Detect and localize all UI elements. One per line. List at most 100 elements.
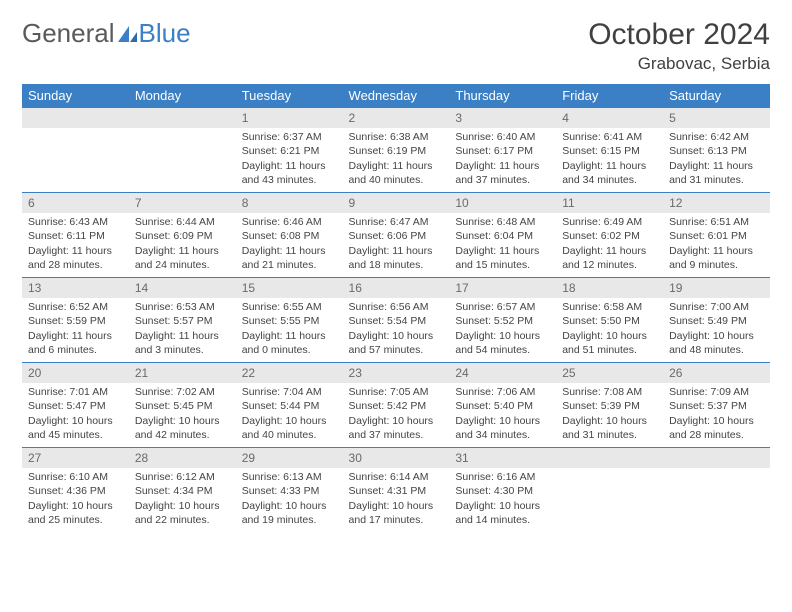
calendar-row: 1Sunrise: 6:37 AMSunset: 6:21 PMDaylight… bbox=[22, 107, 770, 192]
day-body-empty bbox=[22, 128, 129, 188]
day-number: 25 bbox=[556, 362, 663, 383]
day-body: Sunrise: 7:06 AMSunset: 5:40 PMDaylight:… bbox=[449, 383, 556, 446]
day-body-empty bbox=[129, 128, 236, 188]
sunset-line: Sunset: 5:52 PM bbox=[455, 314, 550, 328]
calendar-table: Sunday Monday Tuesday Wednesday Thursday… bbox=[22, 84, 770, 532]
sunset-line: Sunset: 5:44 PM bbox=[242, 399, 337, 413]
sunrise-line: Sunrise: 6:51 AM bbox=[669, 215, 764, 229]
sunrise-line: Sunrise: 7:02 AM bbox=[135, 385, 230, 399]
sunset-line: Sunset: 6:09 PM bbox=[135, 229, 230, 243]
day-body: Sunrise: 6:48 AMSunset: 6:04 PMDaylight:… bbox=[449, 213, 556, 276]
calendar-row: 20Sunrise: 7:01 AMSunset: 5:47 PMDayligh… bbox=[22, 362, 770, 447]
sunset-line: Sunset: 6:13 PM bbox=[669, 144, 764, 158]
sunset-line: Sunset: 5:57 PM bbox=[135, 314, 230, 328]
sunset-line: Sunset: 5:49 PM bbox=[669, 314, 764, 328]
sunset-line: Sunset: 6:19 PM bbox=[349, 144, 444, 158]
calendar-cell: 17Sunrise: 6:57 AMSunset: 5:52 PMDayligh… bbox=[449, 277, 556, 362]
daylight-line: Daylight: 11 hours and 34 minutes. bbox=[562, 159, 657, 187]
page-header: General Blue October 2024 Grabovac, Serb… bbox=[22, 18, 770, 74]
sunrise-line: Sunrise: 6:53 AM bbox=[135, 300, 230, 314]
daylight-line: Daylight: 11 hours and 3 minutes. bbox=[135, 329, 230, 357]
weekday-header: Tuesday bbox=[236, 84, 343, 107]
day-body: Sunrise: 6:14 AMSunset: 4:31 PMDaylight:… bbox=[343, 468, 450, 531]
day-number: 7 bbox=[129, 192, 236, 213]
sunset-line: Sunset: 5:45 PM bbox=[135, 399, 230, 413]
calendar-cell: 16Sunrise: 6:56 AMSunset: 5:54 PMDayligh… bbox=[343, 277, 450, 362]
day-number: 12 bbox=[663, 192, 770, 213]
day-body: Sunrise: 6:51 AMSunset: 6:01 PMDaylight:… bbox=[663, 213, 770, 276]
sunset-line: Sunset: 5:40 PM bbox=[455, 399, 550, 413]
calendar-cell: 22Sunrise: 7:04 AMSunset: 5:44 PMDayligh… bbox=[236, 362, 343, 447]
day-body: Sunrise: 6:40 AMSunset: 6:17 PMDaylight:… bbox=[449, 128, 556, 191]
calendar-cell: 26Sunrise: 7:09 AMSunset: 5:37 PMDayligh… bbox=[663, 362, 770, 447]
day-body: Sunrise: 6:42 AMSunset: 6:13 PMDaylight:… bbox=[663, 128, 770, 191]
weekday-header: Saturday bbox=[663, 84, 770, 107]
logo-text-2: Blue bbox=[139, 18, 191, 49]
calendar-cell: 10Sunrise: 6:48 AMSunset: 6:04 PMDayligh… bbox=[449, 192, 556, 277]
sunrise-line: Sunrise: 6:42 AM bbox=[669, 130, 764, 144]
day-body-empty bbox=[663, 468, 770, 528]
day-body: Sunrise: 6:13 AMSunset: 4:33 PMDaylight:… bbox=[236, 468, 343, 531]
calendar-cell: 14Sunrise: 6:53 AMSunset: 5:57 PMDayligh… bbox=[129, 277, 236, 362]
sunrise-line: Sunrise: 7:00 AM bbox=[669, 300, 764, 314]
daylight-line: Daylight: 11 hours and 15 minutes. bbox=[455, 244, 550, 272]
calendar-cell: 4 Sunrise: 6:41 AMSunset: 6:15 PMDaylight… bbox=[556, 107, 663, 192]
day-body: Sunrise: 7:08 AMSunset: 5:39 PMDaylight:… bbox=[556, 383, 663, 446]
day-body: Sunrise: 6:58 AMSunset: 5:50 PMDaylight:… bbox=[556, 298, 663, 361]
calendar-cell: 2Sunrise: 6:38 AMSunset: 6:19 PMDaylight… bbox=[343, 107, 450, 192]
daylight-line: Daylight: 11 hours and 12 minutes. bbox=[562, 244, 657, 272]
sunrise-line: Sunrise: 6:40 AM bbox=[455, 130, 550, 144]
month-title: October 2024 bbox=[588, 18, 770, 52]
calendar-cell: 13Sunrise: 6:52 AMSunset: 5:59 PMDayligh… bbox=[22, 277, 129, 362]
day-number: 3 bbox=[449, 107, 556, 128]
weekday-header: Monday bbox=[129, 84, 236, 107]
sunset-line: Sunset: 4:33 PM bbox=[242, 484, 337, 498]
day-number-empty bbox=[22, 107, 129, 128]
calendar-cell: 24Sunrise: 7:06 AMSunset: 5:40 PMDayligh… bbox=[449, 362, 556, 447]
day-body: Sunrise: 6:55 AMSunset: 5:55 PMDaylight:… bbox=[236, 298, 343, 361]
day-number: 16 bbox=[343, 277, 450, 298]
sunset-line: Sunset: 4:31 PM bbox=[349, 484, 444, 498]
sunrise-line: Sunrise: 6:56 AM bbox=[349, 300, 444, 314]
sunset-line: Sunset: 6:15 PM bbox=[562, 144, 657, 158]
sunrise-line: Sunrise: 6:47 AM bbox=[349, 215, 444, 229]
day-body: Sunrise: 6:47 AMSunset: 6:06 PMDaylight:… bbox=[343, 213, 450, 276]
daylight-line: Daylight: 10 hours and 42 minutes. bbox=[135, 414, 230, 442]
day-body: Sunrise: 6:57 AMSunset: 5:52 PMDaylight:… bbox=[449, 298, 556, 361]
daylight-line: Daylight: 10 hours and 54 minutes. bbox=[455, 329, 550, 357]
day-number-empty bbox=[129, 107, 236, 128]
day-number: 22 bbox=[236, 362, 343, 383]
calendar-cell bbox=[663, 447, 770, 532]
daylight-line: Daylight: 11 hours and 37 minutes. bbox=[455, 159, 550, 187]
daylight-line: Daylight: 11 hours and 18 minutes. bbox=[349, 244, 444, 272]
calendar-cell: 30Sunrise: 6:14 AMSunset: 4:31 PMDayligh… bbox=[343, 447, 450, 532]
sunset-line: Sunset: 4:36 PM bbox=[28, 484, 123, 498]
calendar-cell: 9Sunrise: 6:47 AMSunset: 6:06 PMDaylight… bbox=[343, 192, 450, 277]
sunset-line: Sunset: 5:42 PM bbox=[349, 399, 444, 413]
day-body: Sunrise: 6:10 AMSunset: 4:36 PMDaylight:… bbox=[22, 468, 129, 531]
calendar-cell: 7Sunrise: 6:44 AMSunset: 6:09 PMDaylight… bbox=[129, 192, 236, 277]
calendar-cell: 21Sunrise: 7:02 AMSunset: 5:45 PMDayligh… bbox=[129, 362, 236, 447]
day-body-empty bbox=[556, 468, 663, 528]
day-number: 4 bbox=[556, 107, 663, 128]
logo: General Blue bbox=[22, 18, 191, 49]
day-number: 23 bbox=[343, 362, 450, 383]
calendar-cell bbox=[129, 107, 236, 192]
day-number: 8 bbox=[236, 192, 343, 213]
day-number: 6 bbox=[22, 192, 129, 213]
sunrise-line: Sunrise: 6:10 AM bbox=[28, 470, 123, 484]
daylight-line: Daylight: 10 hours and 31 minutes. bbox=[562, 414, 657, 442]
weekday-header: Friday bbox=[556, 84, 663, 107]
day-number: 29 bbox=[236, 447, 343, 468]
daylight-line: Daylight: 11 hours and 24 minutes. bbox=[135, 244, 230, 272]
sunrise-line: Sunrise: 6:41 AM bbox=[562, 130, 657, 144]
day-number-empty bbox=[556, 447, 663, 468]
calendar-cell: 25Sunrise: 7:08 AMSunset: 5:39 PMDayligh… bbox=[556, 362, 663, 447]
daylight-line: Daylight: 10 hours and 57 minutes. bbox=[349, 329, 444, 357]
weekday-header: Thursday bbox=[449, 84, 556, 107]
daylight-line: Daylight: 10 hours and 28 minutes. bbox=[669, 414, 764, 442]
sunset-line: Sunset: 5:50 PM bbox=[562, 314, 657, 328]
logo-sail-icon bbox=[117, 24, 139, 44]
day-body: Sunrise: 6:16 AMSunset: 4:30 PMDaylight:… bbox=[449, 468, 556, 531]
day-number: 1 bbox=[236, 107, 343, 128]
